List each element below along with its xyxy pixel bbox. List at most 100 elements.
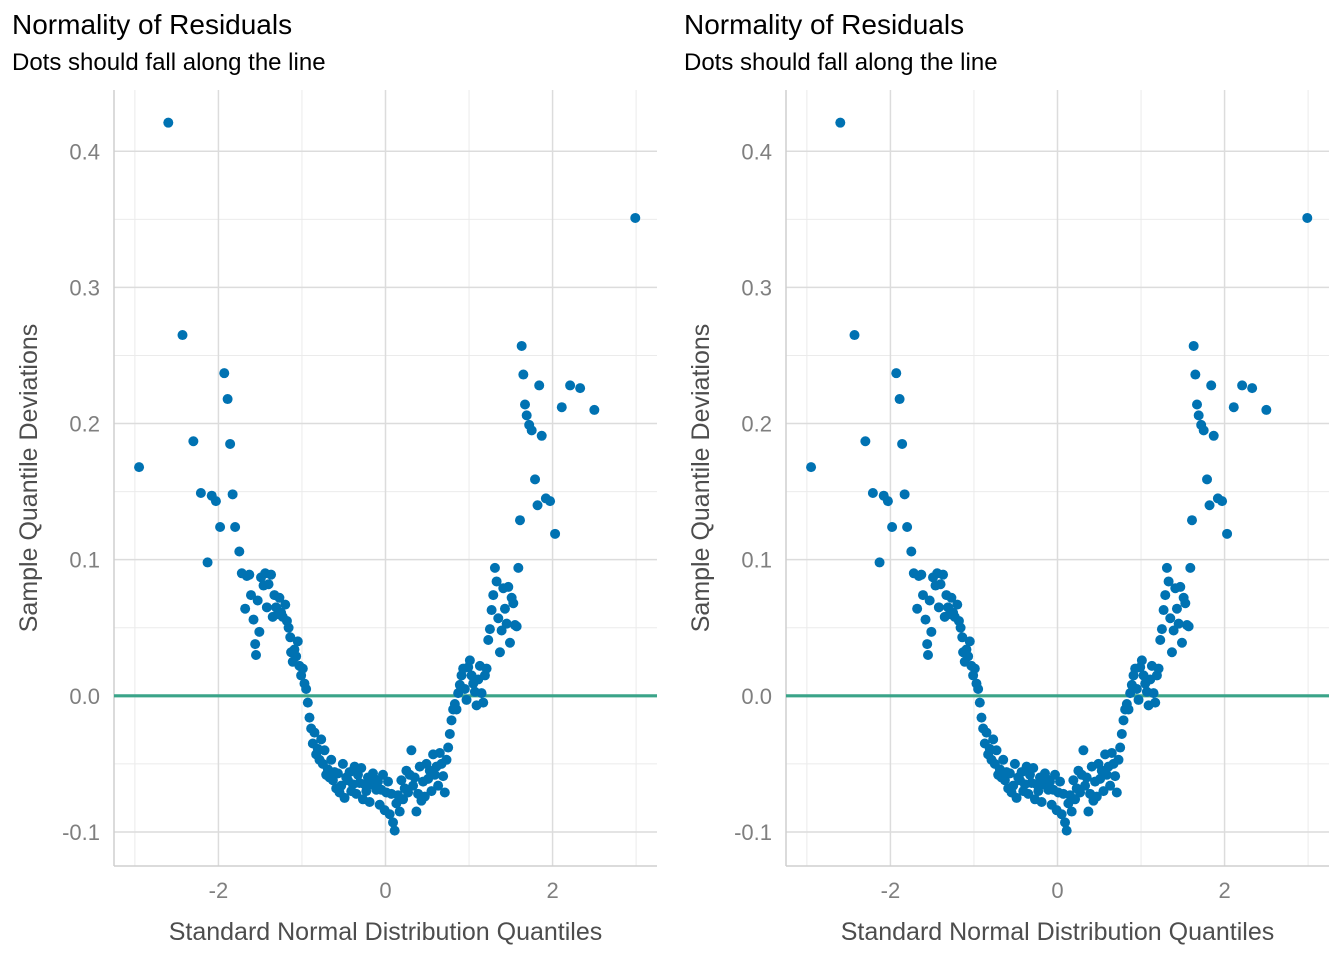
data-point (899, 489, 910, 500)
data-point (891, 368, 902, 379)
data-point (556, 402, 567, 413)
data-point (1118, 715, 1129, 726)
data-point (516, 340, 527, 351)
y-axis-title: Sample Quantile Deviations (15, 324, 43, 633)
data-point (1156, 624, 1167, 635)
data-point (364, 797, 375, 808)
data-point (1106, 748, 1117, 759)
data-point (280, 599, 291, 610)
data-point (938, 569, 949, 580)
chart-title: Normality of Residuals (684, 9, 965, 40)
data-point (882, 496, 893, 507)
data-point (1208, 430, 1219, 441)
data-point (835, 117, 846, 128)
data-point (1217, 496, 1228, 507)
data-point (266, 569, 277, 580)
data-point (874, 557, 885, 568)
data-point (429, 769, 440, 780)
data-point (356, 762, 367, 773)
data-point (246, 590, 257, 601)
data-point (1173, 618, 1184, 629)
data-point (511, 621, 522, 632)
data-point (1237, 380, 1248, 391)
data-point (963, 651, 974, 662)
data-point (1078, 745, 1089, 756)
data-point (1202, 474, 1213, 485)
x-axis-title: Standard Normal Distribution Quantiles (169, 918, 603, 946)
data-point (550, 528, 561, 539)
data-point (1161, 562, 1172, 573)
data-point (244, 569, 255, 580)
data-point (332, 768, 343, 779)
data-point (946, 592, 957, 603)
data-point (1222, 528, 1233, 539)
data-point (1206, 380, 1217, 391)
data-point (441, 754, 452, 765)
data-point (1193, 410, 1204, 421)
data-point (254, 626, 265, 637)
data-point (952, 599, 963, 610)
data-point (336, 780, 347, 791)
data-point (991, 745, 1002, 756)
data-point (488, 590, 499, 601)
data-point (396, 775, 407, 786)
data-point (530, 474, 541, 485)
x-tick-label: 2 (1218, 878, 1230, 903)
x-tick-label: 2 (546, 878, 558, 903)
y-tick-label: 0.3 (741, 275, 772, 300)
data-point (1068, 775, 1079, 786)
data-point (304, 712, 315, 723)
y-tick-label: 0.1 (741, 548, 772, 573)
data-point (337, 758, 348, 769)
data-point (408, 780, 419, 791)
data-point (215, 522, 226, 533)
data-point (426, 786, 437, 797)
data-point (227, 489, 238, 500)
y-tick-label: 0.3 (69, 275, 100, 300)
data-point (319, 745, 330, 756)
data-point (1008, 780, 1019, 791)
data-point (1148, 688, 1159, 699)
data-point (230, 522, 241, 533)
data-point (1098, 786, 1109, 797)
data-point (897, 438, 908, 449)
data-point (1111, 787, 1122, 798)
data-point (291, 651, 302, 662)
x-axis-title: Standard Normal Distribution Quantiles (841, 918, 1275, 946)
data-point (1153, 663, 1164, 674)
data-point (411, 806, 422, 817)
data-point (981, 727, 992, 738)
x-tick-label: -2 (881, 878, 901, 903)
data-point (251, 649, 262, 660)
data-point (902, 522, 913, 533)
y-tick-label: 0.4 (69, 139, 100, 164)
data-point (806, 462, 817, 473)
data-point (188, 436, 199, 447)
data-point (326, 754, 337, 765)
data-point (565, 380, 576, 391)
data-point (202, 557, 213, 568)
data-point (163, 117, 174, 128)
data-point (1023, 788, 1034, 799)
data-point (924, 595, 935, 606)
data-point (1261, 404, 1272, 415)
data-point (444, 728, 455, 739)
data-point (1028, 762, 1039, 773)
data-point (575, 383, 586, 394)
data-point (484, 624, 495, 635)
y-tick-label: -0.1 (734, 820, 772, 845)
data-point (481, 663, 492, 674)
data-point (339, 792, 350, 803)
y-tick-label: 0.0 (69, 684, 100, 709)
data-point (301, 684, 312, 695)
data-point (274, 592, 285, 603)
data-point (1060, 817, 1071, 828)
x-tick-label: -2 (209, 878, 229, 903)
data-point (248, 614, 259, 625)
data-point (1011, 792, 1022, 803)
data-point (252, 595, 263, 606)
data-point (1004, 768, 1015, 779)
data-point (1198, 425, 1209, 436)
data-point (434, 748, 445, 759)
data-point (860, 436, 871, 447)
